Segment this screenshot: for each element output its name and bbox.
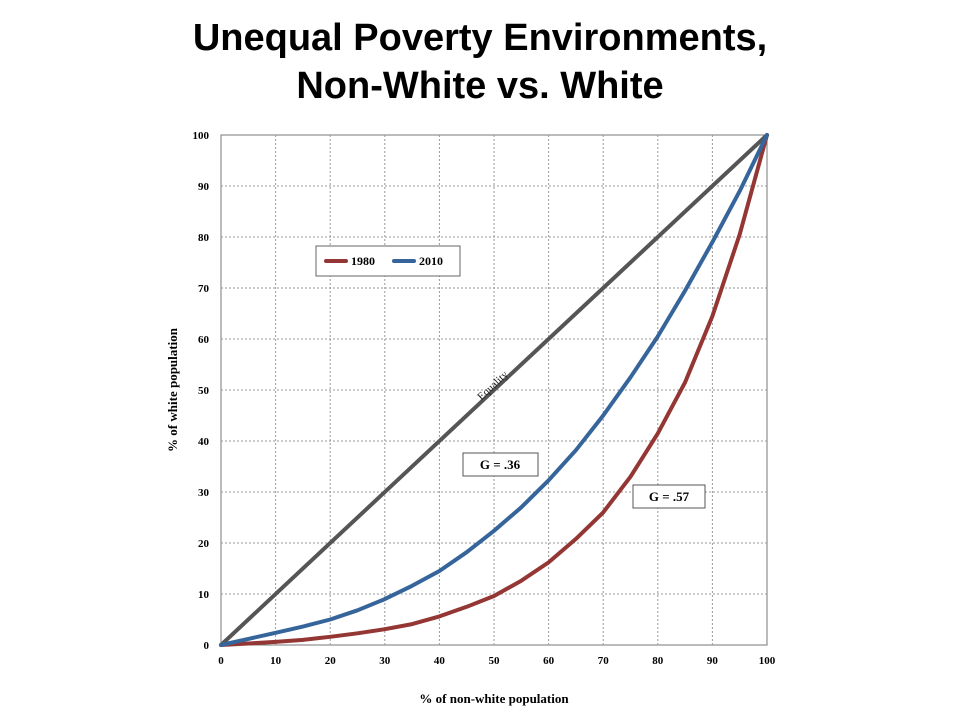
slide-title: Unequal Poverty Environments, Non-White … [0, 14, 960, 110]
y-tick-50: 50 [198, 385, 210, 397]
legend-label-1980: 1980 [351, 254, 375, 268]
annotation-text-g-2010: G = .36 [480, 457, 521, 472]
x-tick-20: 20 [325, 655, 337, 667]
series-line-1980 [219, 133, 769, 647]
slide-title-line-1: Unequal Poverty Environments, [192, 17, 768, 59]
legend-label-2010: 2010 [419, 254, 443, 268]
legend: 1980 2010 [315, 245, 461, 277]
series-line-equality [219, 133, 769, 647]
x-tick-0: 0 [218, 655, 224, 667]
y-tick-90: 90 [198, 181, 210, 193]
x-tick-90: 90 [707, 655, 719, 667]
y-tick-0: 0 [204, 640, 210, 652]
y-tick-20: 20 [198, 538, 210, 550]
x-axis-label: % of non-white population [419, 691, 569, 706]
y-tick-10: 10 [198, 589, 210, 601]
x-tick-40: 40 [434, 655, 446, 667]
slide-title-line-2: Non-White vs. White [296, 65, 664, 107]
y-axis-label: % of white population [165, 327, 180, 452]
x-tick-30: 30 [379, 655, 391, 667]
y-tick-30: 30 [198, 487, 210, 499]
x-tick-70: 70 [598, 655, 610, 667]
y-tick-80: 80 [198, 232, 210, 244]
y-tick-40: 40 [198, 436, 210, 448]
x-tick-50: 50 [489, 655, 501, 667]
series-line-2010 [219, 133, 769, 647]
annotation-g-2010: G = .36 [462, 452, 539, 477]
x-tick-100: 100 [759, 655, 776, 667]
x-tick-10: 10 [270, 655, 282, 667]
annotation-box-g-1980 [632, 484, 706, 509]
tick-labels: 0 10 20 30 40 50 60 70 80 90 100 0 10 20 30 40 50 60 70 80 9… [193, 130, 776, 667]
y-tick-60: 60 [198, 334, 210, 346]
x-tick-60: 60 [543, 655, 555, 667]
series-lines [219, 133, 769, 647]
annotation-text-g-1980: G = .57 [649, 489, 690, 504]
y-tick-100: 100 [193, 130, 210, 142]
annotation-g-1980: G = .57 [632, 484, 706, 509]
annotation-box-g-2010 [462, 452, 539, 477]
x-tick-80: 80 [652, 655, 664, 667]
y-tick-70: 70 [198, 283, 210, 295]
